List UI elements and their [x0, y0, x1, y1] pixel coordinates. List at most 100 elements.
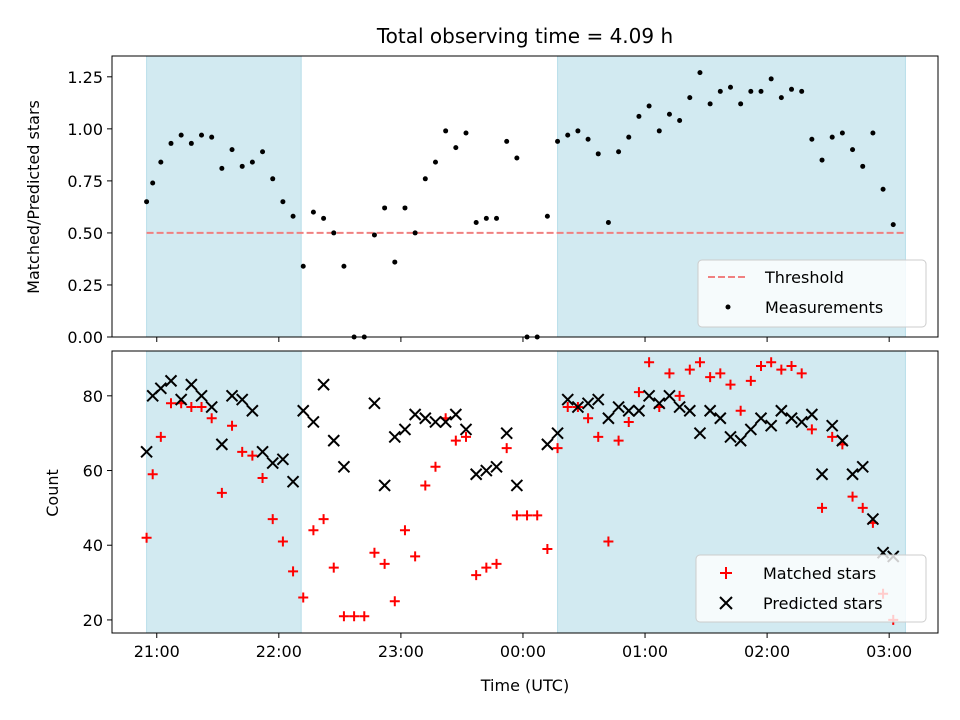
predicted-point [846, 468, 859, 481]
measurement-point [300, 263, 306, 269]
measurement-point [880, 186, 886, 192]
measurement-point [382, 205, 388, 211]
predicted-point [866, 512, 880, 526]
chart-title: Total observing time = 4.09 h [376, 24, 673, 48]
measurement-point [270, 176, 276, 182]
measurement-point [331, 230, 337, 236]
bottom-series-matched-stars [141, 357, 899, 625]
predicted-point [734, 434, 747, 447]
matched-point [450, 435, 461, 446]
bottom-x-tick-label: 02:00 [744, 642, 790, 661]
predicted-point [683, 404, 697, 417]
measurement-point [280, 199, 286, 205]
predicted-point [276, 453, 290, 466]
measurement-point [809, 136, 815, 142]
bottom-y-tick-label: 40 [83, 536, 103, 555]
measurement-point [310, 209, 316, 215]
predicted-point [612, 400, 625, 414]
measurement-point [677, 118, 683, 124]
predicted-point [398, 423, 412, 436]
measurement-point [768, 76, 774, 82]
measurement-point [687, 95, 693, 101]
bottom-x-tick-label: 23:00 [378, 642, 424, 661]
bottom-axes-frame [111, 350, 939, 634]
predicted-point [368, 397, 381, 410]
matched-point [603, 536, 614, 547]
predicted-point [449, 408, 463, 421]
predicted-point [744, 423, 758, 436]
matched-point [806, 424, 817, 435]
predicted-point [215, 438, 229, 451]
measurement-point [595, 151, 601, 157]
predicted-point [571, 400, 585, 414]
predicted-point [246, 404, 259, 417]
matched-point [705, 372, 716, 383]
predicted-point [642, 389, 656, 403]
measurement-point [188, 140, 194, 146]
matched-point [633, 387, 644, 398]
measurement-point [707, 101, 713, 107]
matched-point [227, 420, 238, 431]
measurement-point [392, 259, 398, 265]
matched-point [501, 443, 512, 454]
bottom-y-tick-label: 80 [83, 387, 103, 406]
predicted-point [327, 434, 340, 447]
measurement-point [432, 159, 438, 165]
bottom-legend-box [695, 554, 927, 623]
matched-point [511, 510, 522, 521]
measurement-point [178, 132, 184, 138]
predicted-point [225, 389, 239, 403]
measurement-point [819, 157, 825, 163]
measurement-point [666, 111, 672, 117]
predicted-point [724, 430, 737, 444]
bottom-x-tick-label: 03:00 [866, 642, 912, 661]
matched-point [694, 357, 705, 368]
predicted-point [378, 479, 391, 492]
predicted-point [286, 475, 300, 488]
top-y-axis-label: Matched/Predicted stars [24, 100, 43, 294]
matched-point [399, 525, 410, 536]
measurement-point [738, 101, 744, 107]
matched-point [389, 596, 400, 607]
measurement-point [850, 147, 856, 153]
measurements-legend-label: Measurements [765, 298, 883, 317]
matched-point [216, 487, 227, 498]
predicted-point [703, 404, 717, 417]
predicted-point [235, 393, 249, 406]
bottom-x-tick-label: 21:00 [134, 642, 180, 661]
predicted-point [164, 374, 178, 388]
matched-point [562, 402, 573, 413]
measurement-point [168, 140, 174, 146]
predicted-point [408, 408, 422, 421]
measurement-point [494, 215, 500, 221]
matched-point [644, 357, 655, 368]
matched-point [328, 562, 339, 573]
matched-point [420, 480, 431, 491]
matched-point [725, 379, 736, 390]
matched-point [715, 368, 726, 379]
matched-point [369, 547, 380, 558]
matched-point [267, 514, 278, 525]
measurement-point [150, 180, 156, 186]
measurement-point [636, 113, 642, 119]
predicted-point [429, 415, 442, 429]
measurement-point [199, 132, 205, 138]
matched-point [796, 368, 807, 379]
measurement-point [890, 222, 896, 228]
measurement-point [789, 86, 795, 92]
bottom-y-tick-label: 60 [83, 462, 103, 481]
measurement-point [829, 134, 835, 140]
measurement-point [341, 263, 347, 269]
predicted-legend-swatch [719, 596, 733, 610]
matched-point [756, 360, 766, 371]
matched-point [776, 364, 787, 375]
predicted-point [439, 415, 452, 429]
measurement-point [626, 134, 632, 140]
measurement-point [209, 134, 215, 140]
predicted-point [825, 419, 839, 432]
matched-point [481, 562, 492, 573]
bottom-x-tick-label: 00:00 [500, 642, 546, 661]
bottom-y-axis-label: Count [43, 469, 62, 517]
matched-point [166, 398, 176, 409]
